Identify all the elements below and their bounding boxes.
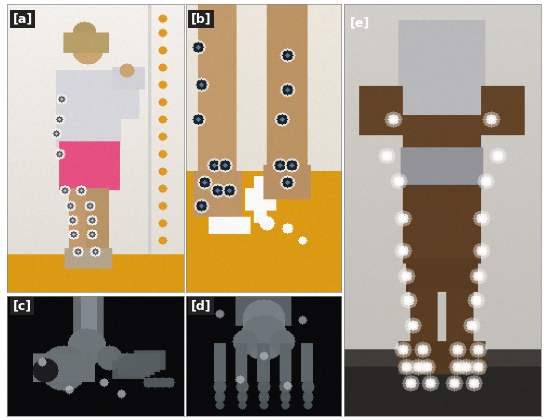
Text: [c]: [c] — [13, 300, 32, 313]
Text: [b]: [b] — [191, 13, 211, 26]
Text: [a]: [a] — [13, 13, 33, 26]
Text: [e]: [e] — [350, 16, 370, 29]
Text: [d]: [d] — [191, 300, 211, 313]
